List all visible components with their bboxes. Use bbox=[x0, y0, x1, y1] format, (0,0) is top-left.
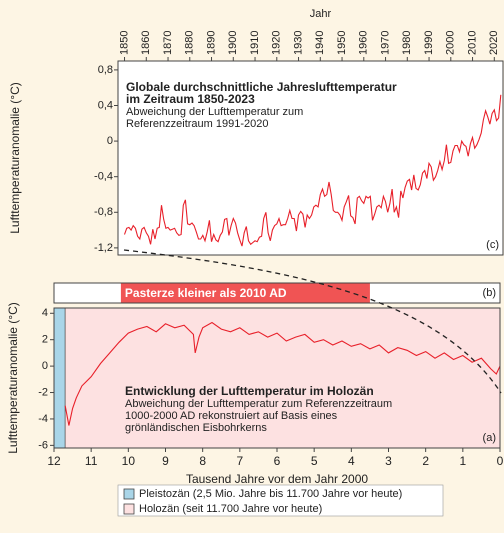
x-tick-label: 7 bbox=[236, 454, 243, 468]
y-tick-label: 0 bbox=[107, 135, 113, 147]
x-tick-label: 1980 bbox=[401, 31, 413, 55]
y-tick-label: -6 bbox=[38, 439, 48, 451]
data-line bbox=[123, 94, 502, 247]
y-axis-label: Lufttemperaturanomalie (°C) bbox=[6, 302, 20, 454]
x-tick-label: 11 bbox=[85, 454, 98, 468]
annotation-title: Entwicklung der Lufttemperatur im Holozä… bbox=[125, 384, 374, 398]
y-tick-label: -0,8 bbox=[94, 206, 113, 218]
annotation-subtitle: Abweichung der Lufttemperatur zum bbox=[126, 106, 303, 118]
x-tick-label: 1990 bbox=[423, 31, 435, 55]
plot-frame bbox=[53, 307, 501, 449]
y-tick-label: 0,4 bbox=[98, 99, 113, 111]
region bbox=[64, 307, 501, 449]
x-tick-label: 1910 bbox=[249, 31, 261, 55]
connector bbox=[123, 249, 502, 394]
bar bbox=[120, 283, 370, 303]
annotation-subtitle: Referenzzeitraum 1991-2020 bbox=[126, 118, 268, 130]
x-tick-label: 1850 bbox=[118, 31, 130, 55]
x-tick-label: 1920 bbox=[271, 31, 283, 55]
x-tick-label: 1 bbox=[459, 454, 466, 468]
annotation-subtitle: Abweichung der Lufttemperatur zum Refere… bbox=[125, 398, 392, 410]
y-tick-label: 0,8 bbox=[98, 64, 113, 76]
x-tick-label: 2010 bbox=[466, 31, 478, 55]
x-tick-label: 2 bbox=[422, 454, 429, 468]
y-tick-label: 2 bbox=[42, 334, 48, 346]
panel-label: (c) bbox=[486, 239, 499, 251]
bar-label: Pasterze kleiner als 2010 AD bbox=[125, 286, 287, 300]
annotation-title: Globale durchschnittliche Jahreslufttemp… bbox=[126, 80, 397, 94]
x-tick-label: 1970 bbox=[379, 31, 391, 55]
x-tick-label: 1960 bbox=[358, 31, 370, 55]
x-tick-label: 12 bbox=[47, 454, 61, 468]
x-tick-label: 1900 bbox=[227, 31, 239, 55]
y-tick-label: -0,4 bbox=[94, 171, 113, 183]
legend-label: Holozän (seit 11.700 Jahre vor heute) bbox=[139, 503, 322, 515]
x-tick-label: 1930 bbox=[292, 31, 304, 55]
x-axis-label: Tausend Jahre vor dem Jahr 2000 bbox=[186, 472, 368, 486]
legend-swatch bbox=[123, 488, 135, 500]
x-tick-label: 1880 bbox=[184, 31, 196, 55]
y-tick-label: -1,2 bbox=[94, 242, 113, 254]
annotation-subtitle: grönländischen Eisbohrkerns bbox=[125, 422, 267, 434]
y-tick-label: 0 bbox=[42, 360, 48, 372]
x-tick-label: 1890 bbox=[205, 31, 217, 55]
y-axis-label: Lufttemperaturanomalie (°C) bbox=[8, 82, 22, 234]
plot-frame bbox=[117, 60, 504, 256]
panel-label: (b) bbox=[483, 287, 496, 299]
x-tick-label: 10 bbox=[122, 454, 136, 468]
x-tick-label: 1950 bbox=[336, 31, 348, 55]
y-tick-label: -4 bbox=[38, 413, 48, 425]
x-tick-label: 3 bbox=[385, 454, 392, 468]
x-tick-label: 1940 bbox=[314, 31, 326, 55]
annotation-subtitle: 1000-2000 AD rekonstruiert auf Basis ein… bbox=[125, 410, 338, 422]
x-tick-label: 4 bbox=[348, 454, 355, 468]
y-tick-label: 4 bbox=[42, 307, 48, 319]
x-tick-label: 9 bbox=[162, 454, 169, 468]
annotation-title: im Zeitraum 1850-2023 bbox=[126, 92, 255, 106]
panel-label: (a) bbox=[483, 432, 496, 444]
x-tick-label: 8 bbox=[199, 454, 206, 468]
region bbox=[53, 307, 66, 449]
x-tick-label: 5 bbox=[311, 454, 318, 468]
legend-box bbox=[117, 484, 444, 517]
x-tick-label: 1860 bbox=[140, 31, 152, 55]
x-tick-label: 0 bbox=[497, 454, 504, 468]
x-tick-label: 2020 bbox=[488, 31, 500, 55]
x-tick-label: 1870 bbox=[162, 31, 174, 55]
x-tick-label: 2000 bbox=[445, 31, 457, 55]
data-line bbox=[64, 321, 501, 426]
plot-frame bbox=[53, 282, 501, 304]
legend-swatch bbox=[123, 503, 135, 515]
x-axis-label: Jahr bbox=[310, 8, 332, 20]
legend-label: Pleistozän (2,5 Mio. Jahre bis 11.700 Ja… bbox=[139, 488, 402, 500]
y-tick-label: -2 bbox=[38, 386, 48, 398]
x-tick-label: 6 bbox=[274, 454, 281, 468]
